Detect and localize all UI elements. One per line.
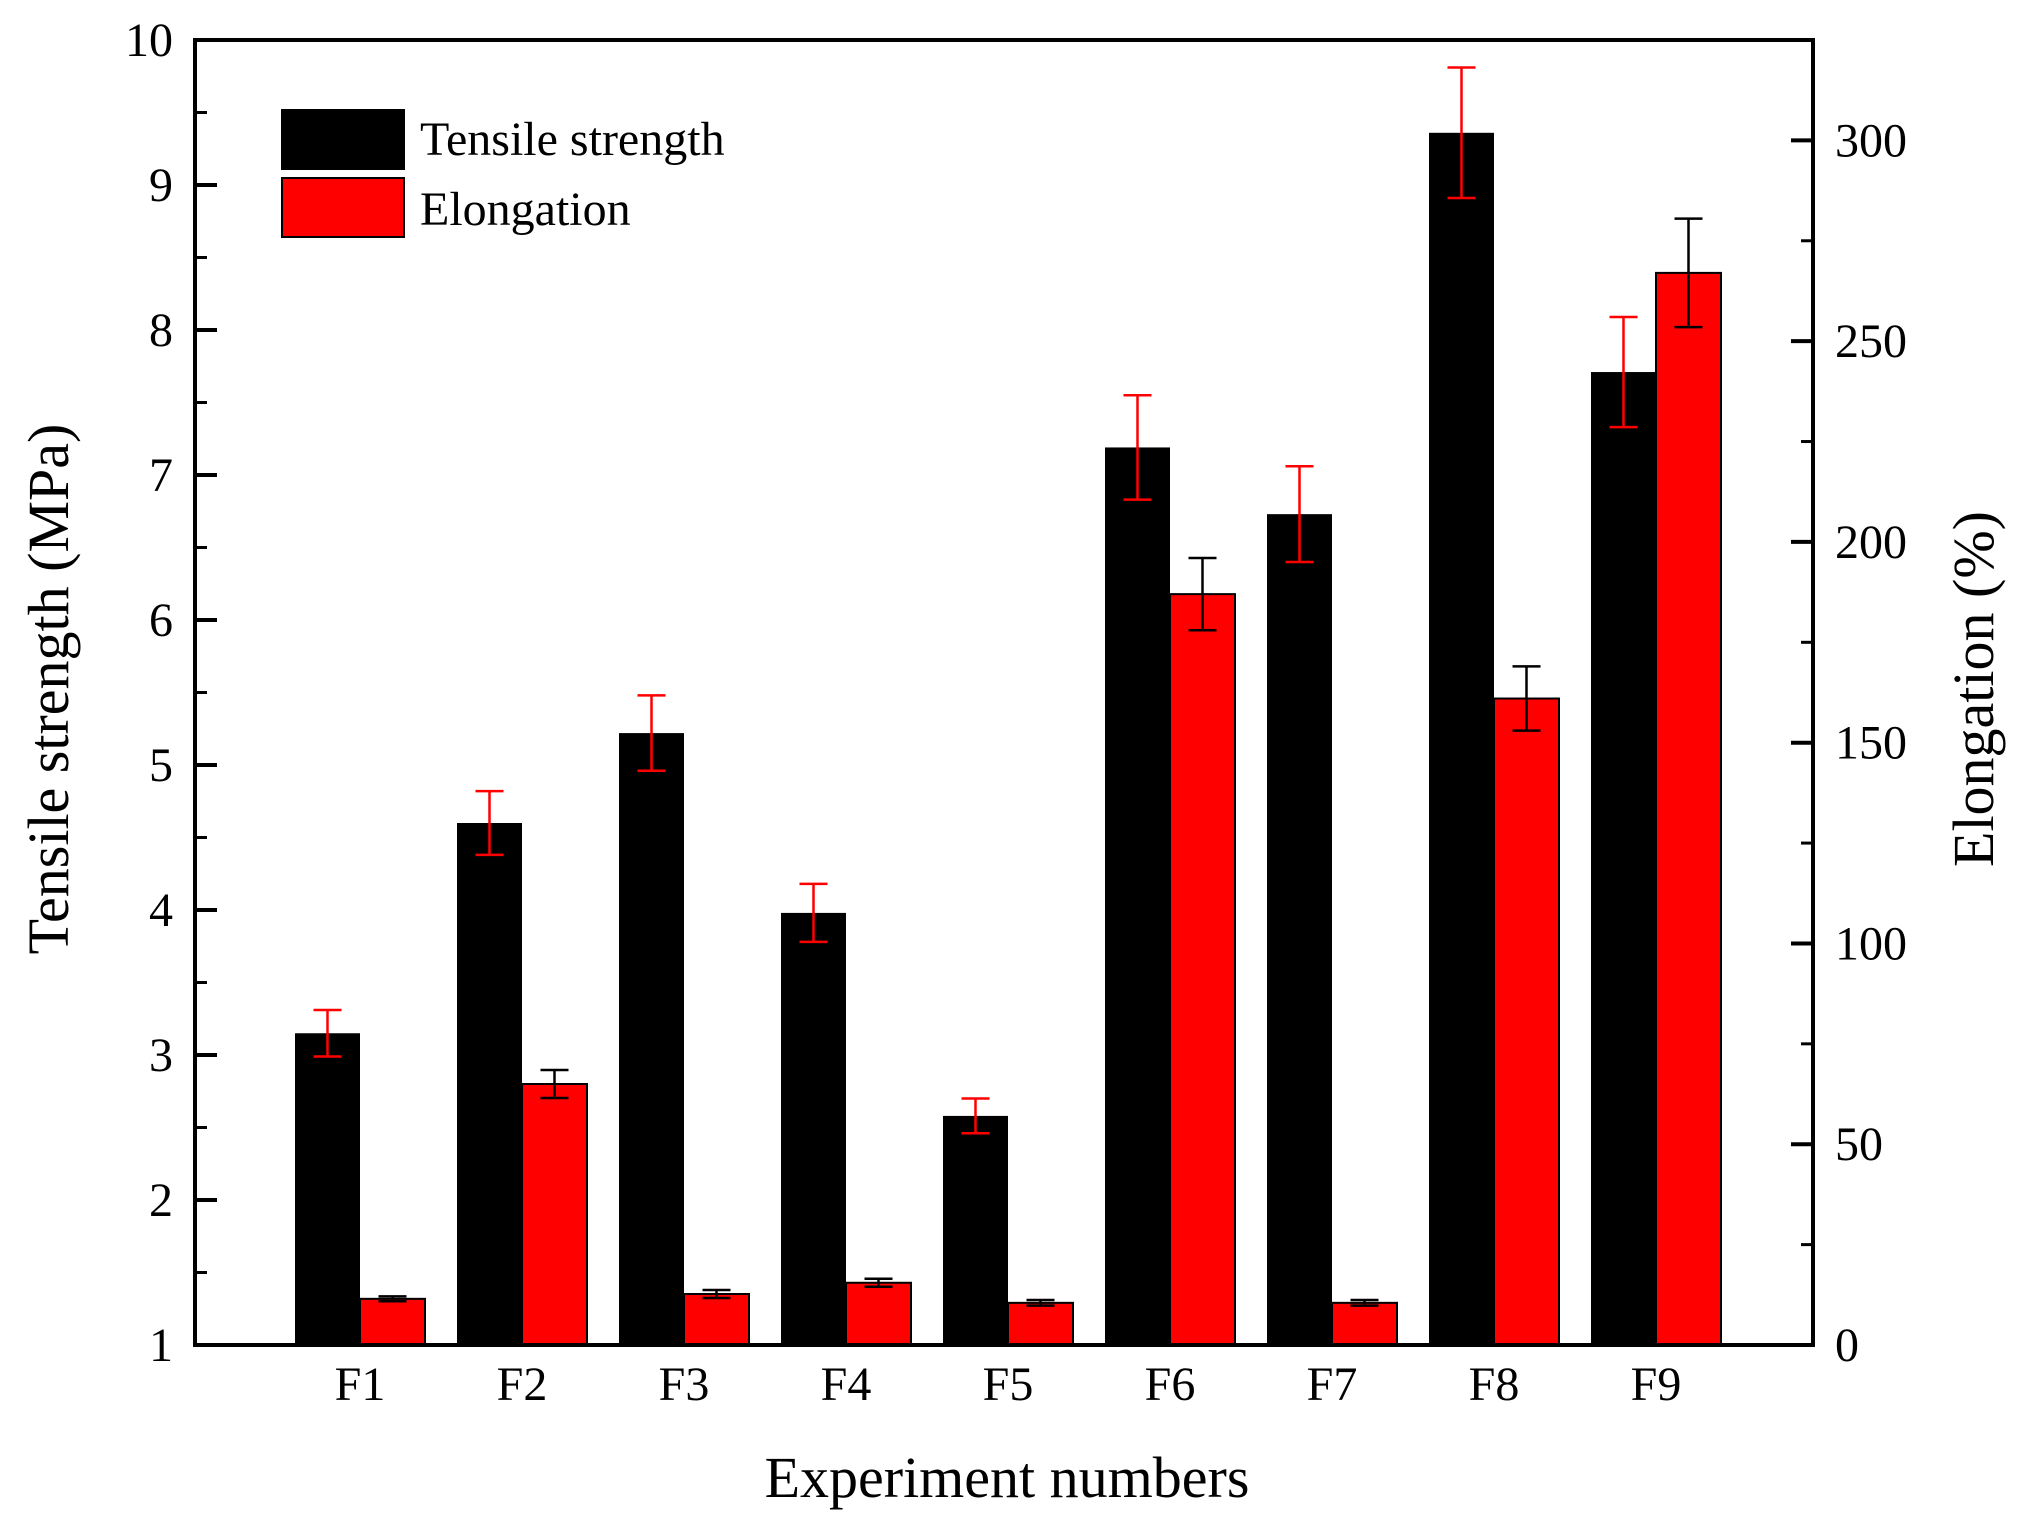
- x-tick-label-F4: F4: [821, 1358, 872, 1411]
- bar-elongation-F2: [521, 1083, 588, 1346]
- legend-label-tensile-strength: Tensile strength: [420, 113, 725, 166]
- y2-tick-label-0: 0: [1835, 1319, 1859, 1372]
- y-tick-label-8: 8: [149, 304, 173, 357]
- x-tick-label-F3: F3: [659, 1358, 710, 1411]
- y-tick-label-1: 1: [149, 1319, 173, 1372]
- bar-elongation-F3: [683, 1293, 750, 1347]
- bar-tensile-strength-F3: [619, 733, 684, 1345]
- y2-axis-title: Elongation (%): [1941, 511, 2006, 867]
- bar-tensile-strength-F7: [1267, 514, 1332, 1345]
- y-tick-label-5: 5: [149, 739, 173, 792]
- bar-elongation-F9: [1655, 271, 1722, 1346]
- bar-tensile-strength-F4: [781, 912, 846, 1345]
- bar-tensile-strength-F6: [1105, 447, 1170, 1345]
- x-tick-label-F8: F8: [1469, 1358, 1520, 1411]
- y2-tick-label-100: 100: [1835, 917, 1907, 970]
- bar-tensile-strength-F1: [295, 1033, 360, 1345]
- y2-tick-label-300: 300: [1835, 114, 1907, 167]
- bar-elongation-F1: [359, 1297, 426, 1347]
- y2-tick-label-200: 200: [1835, 516, 1907, 569]
- bar-elongation-F5: [1007, 1301, 1074, 1347]
- y2-tick-label-150: 150: [1835, 717, 1907, 770]
- x-axis-title: Experiment numbers: [765, 1445, 1250, 1510]
- x-tick-label-F6: F6: [1145, 1358, 1196, 1411]
- error-bars-layer: [313, 66, 1703, 1307]
- x-tick-label-F1: F1: [335, 1358, 386, 1411]
- y-tick-label-3: 3: [149, 1029, 173, 1082]
- y-tick-label-4: 4: [149, 884, 173, 937]
- y-tick-label-7: 7: [149, 449, 173, 502]
- axes-layer: F1 F2 F3 F4 F5 F6 F7 F8 F91234567891005010015020…: [125, 14, 1907, 1411]
- x-tick-label-F9: F9: [1631, 1358, 1682, 1411]
- x-tick-label-F2: F2: [497, 1358, 548, 1411]
- bar-tensile-strength-F2: [457, 823, 522, 1345]
- legend-swatch-elongation: [281, 177, 405, 238]
- y-tick-label-10: 10: [125, 14, 173, 67]
- bar-elongation-F7: [1331, 1301, 1398, 1347]
- x-tick-label-F7: F7: [1307, 1358, 1358, 1411]
- y-tick-label-2: 2: [149, 1174, 173, 1227]
- bar-tensile-strength-F9: [1591, 372, 1656, 1345]
- bars-layer: [295, 132, 1722, 1347]
- bar-elongation-F6: [1169, 593, 1236, 1346]
- bar-tensile-strength-F8: [1429, 132, 1494, 1345]
- legend-swatch-tensile-strength: [281, 109, 405, 170]
- y-axis-title: Tensile strength (MPa): [16, 424, 81, 955]
- y-tick-label-9: 9: [149, 159, 173, 212]
- y2-tick-label-250: 250: [1835, 315, 1907, 368]
- bar-elongation-F4: [845, 1281, 912, 1347]
- legend-label-elongation: Elongation: [420, 183, 631, 236]
- y2-tick-label-50: 50: [1835, 1118, 1883, 1171]
- y-tick-label-6: 6: [149, 594, 173, 647]
- bar-elongation-F8: [1493, 697, 1560, 1346]
- bar-tensile-strength-F5: [943, 1115, 1008, 1345]
- x-tick-label-F5: F5: [983, 1358, 1034, 1411]
- legend: Tensile strength Elongation: [281, 109, 725, 238]
